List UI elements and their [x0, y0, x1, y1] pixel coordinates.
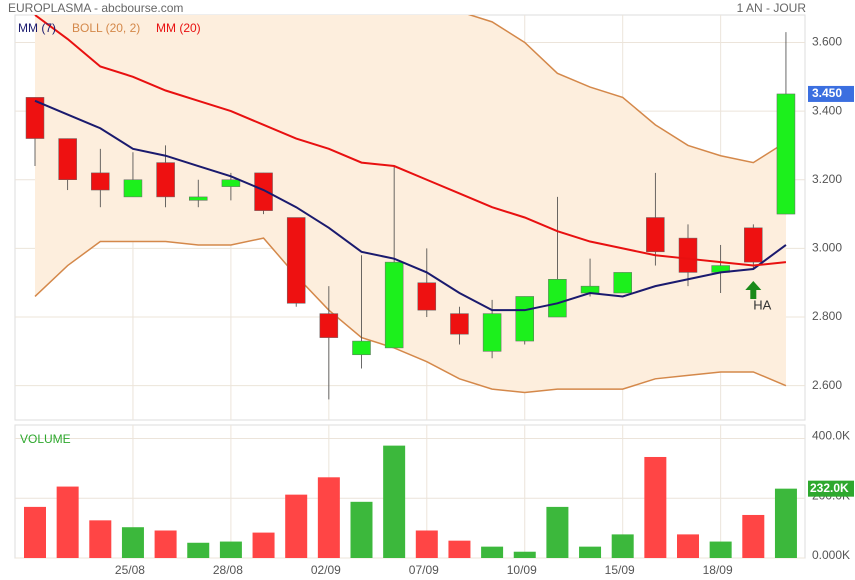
candle-body	[450, 313, 469, 335]
candle-body	[548, 279, 567, 318]
x-tick-label: 02/09	[311, 563, 341, 577]
volume-bar	[415, 530, 438, 558]
candle-body	[352, 340, 371, 356]
candle-body	[678, 237, 698, 273]
volume-bar	[317, 477, 340, 558]
last-volume: 232.0K	[810, 481, 849, 495]
last-volume-tag	[808, 480, 854, 497]
last-price-tag	[808, 85, 854, 102]
volume-bar	[579, 546, 602, 558]
candle-body	[221, 179, 241, 187]
y-tick-label: 3.400	[812, 103, 842, 117]
volume-bar	[611, 534, 634, 558]
candle-body	[580, 285, 600, 294]
candle-body	[646, 217, 665, 253]
moving-average	[34, 15, 787, 267]
volume-bar	[644, 456, 667, 558]
candle-body	[286, 217, 306, 304]
candle-body	[744, 227, 763, 263]
period: 1 AN - JOUR	[737, 1, 807, 15]
volume-bar	[774, 488, 797, 558]
candle-body	[613, 272, 632, 294]
candle-body	[776, 93, 796, 215]
legend-entry: BOLL (20, 2)	[72, 21, 140, 35]
annotation: HA	[753, 297, 771, 312]
y-tick-label: 2.800	[812, 309, 842, 323]
volume-bar	[350, 501, 373, 558]
candle-body	[189, 196, 208, 201]
y-tick-label: 0.000K	[812, 548, 850, 562]
legend-entry: MM (20)	[156, 21, 201, 35]
candle-body	[254, 172, 273, 211]
last-price: 3.450	[812, 86, 842, 100]
x-tick-label: 25/08	[115, 563, 145, 577]
volume-bar	[383, 445, 406, 558]
x-tick-label: 18/09	[703, 563, 733, 577]
legend-entry: MM (7)	[18, 21, 56, 35]
y-tick-label: 3.600	[812, 35, 842, 49]
volume-bar	[546, 506, 569, 558]
volume-bar	[513, 551, 536, 558]
volume-bar	[154, 530, 177, 558]
volume-bar	[285, 494, 308, 558]
volume-bar	[56, 486, 79, 558]
bollinger-lower	[34, 237, 787, 394]
candle-body	[319, 313, 339, 338]
candle-body	[156, 162, 175, 198]
candle-body	[25, 97, 45, 139]
y-tick-label: 3.000	[812, 241, 842, 255]
chart-title: EUROPLASMA - abcbourse.com	[8, 1, 183, 15]
volume-bar	[219, 541, 242, 558]
candle-body	[91, 172, 110, 191]
volume-bar	[481, 546, 504, 558]
x-tick-label: 15/09	[605, 563, 635, 577]
volume-bar	[742, 514, 765, 558]
x-tick-label: 07/09	[409, 563, 439, 577]
volume-bar	[121, 527, 144, 558]
volume-bar	[677, 534, 699, 558]
x-tick-label: 10/09	[507, 563, 537, 577]
candle-body	[384, 261, 404, 349]
y-tick-label: 400.0K	[812, 429, 850, 443]
volume-panel	[14, 424, 806, 559]
volume-title: VOLUME	[20, 432, 71, 446]
x-tick-label: 28/08	[213, 563, 243, 577]
candle-body	[123, 179, 143, 198]
volume-bar	[709, 541, 732, 558]
candle-body	[58, 138, 77, 180]
volume-bar	[448, 540, 471, 558]
y-tick-label: 2.600	[812, 378, 842, 392]
y-tick-label: 3.200	[812, 172, 842, 186]
annotation-arrow	[745, 280, 762, 299]
candle-body	[482, 313, 502, 352]
moving-average	[34, 99, 787, 312]
bollinger-upper	[467, 15, 787, 164]
volume-bar	[252, 532, 275, 558]
volume-bar	[89, 520, 112, 558]
volume-bar	[187, 542, 210, 558]
candle-body	[417, 282, 437, 311]
volume-bar	[24, 506, 46, 558]
candle-body	[515, 296, 534, 342]
